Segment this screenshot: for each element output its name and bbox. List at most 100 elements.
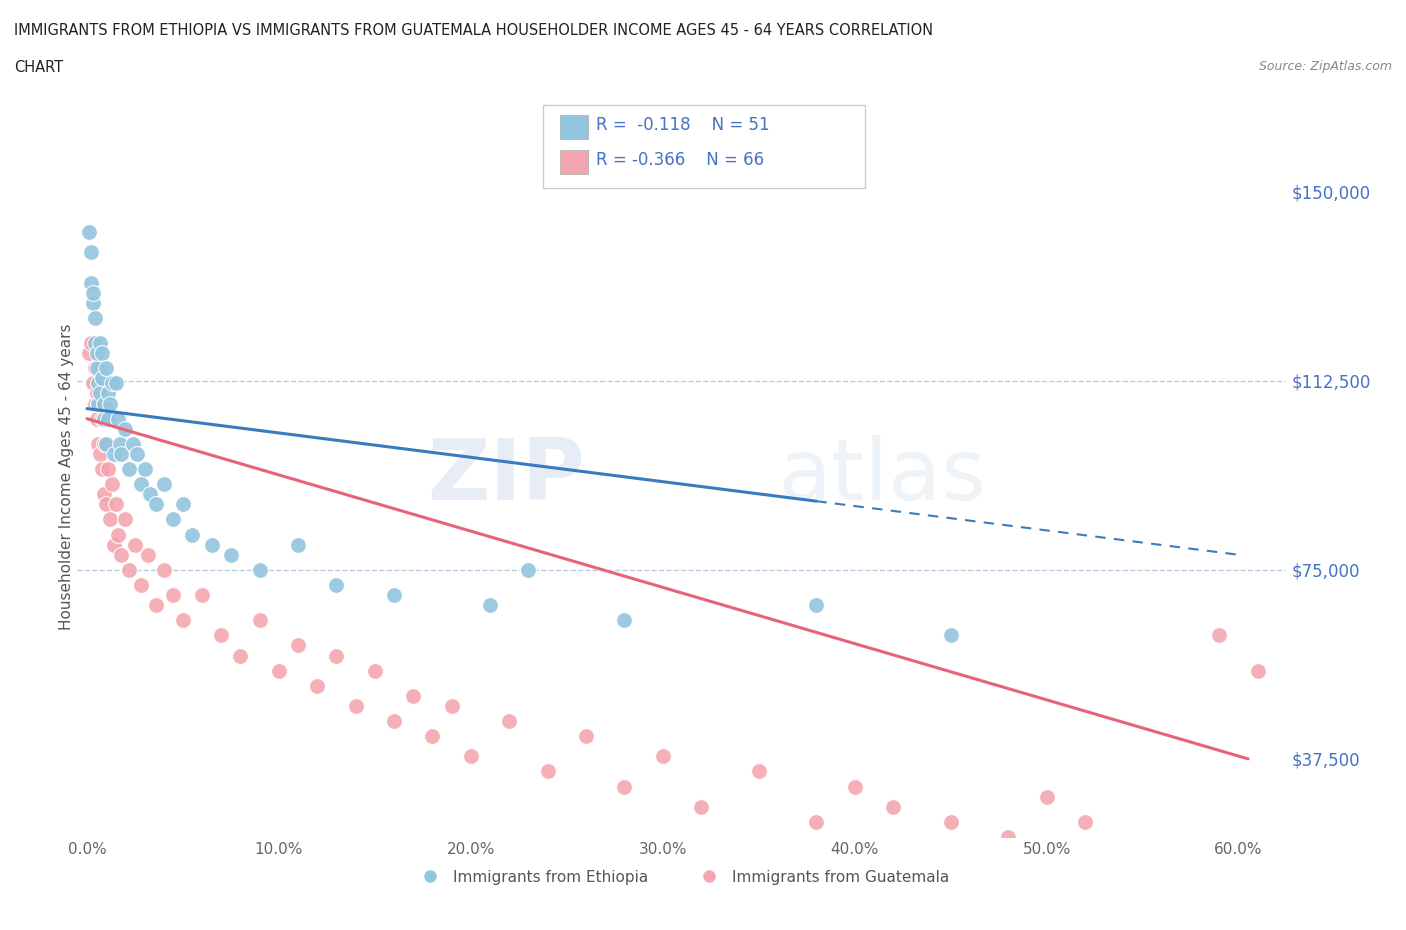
Point <box>325 578 347 592</box>
Point <box>91 461 114 476</box>
Point <box>77 346 100 361</box>
Point <box>94 436 117 451</box>
Point <box>93 396 115 411</box>
Point <box>82 296 104 311</box>
Point <box>89 336 111 351</box>
Point <box>219 548 242 563</box>
Point <box>82 376 104 391</box>
Point <box>191 588 214 603</box>
Point <box>83 396 105 411</box>
Point <box>118 563 141 578</box>
Point <box>364 663 387 678</box>
Point <box>86 411 108 426</box>
Point <box>101 376 124 391</box>
Point <box>129 477 152 492</box>
Point <box>122 436 145 451</box>
Point <box>138 548 160 563</box>
Point <box>249 563 271 578</box>
Point <box>97 386 120 401</box>
Point <box>83 361 105 376</box>
Point <box>748 764 770 779</box>
Point <box>103 538 125 552</box>
Point <box>145 598 167 613</box>
Point <box>86 361 108 376</box>
Point <box>209 628 232 643</box>
Point <box>1208 628 1230 643</box>
Point <box>114 421 136 436</box>
Point <box>307 678 329 693</box>
Point <box>93 486 115 501</box>
Point <box>382 588 405 603</box>
Point <box>108 436 131 451</box>
Point <box>152 477 174 492</box>
Point <box>87 396 110 411</box>
Point <box>651 749 673 764</box>
Point <box>806 598 828 613</box>
Point <box>83 336 105 351</box>
Point <box>89 446 111 461</box>
Point <box>124 538 146 552</box>
Point <box>536 764 558 779</box>
Point <box>267 663 290 678</box>
Point <box>89 386 111 401</box>
Point <box>613 779 636 794</box>
Point <box>1132 840 1154 855</box>
Point <box>91 411 114 426</box>
Point <box>1074 815 1097 830</box>
Point <box>249 613 271 628</box>
Point <box>83 311 105 325</box>
Point <box>422 729 444 744</box>
Point <box>107 411 129 426</box>
Point <box>82 286 104 300</box>
Point <box>93 411 115 426</box>
Point <box>93 436 115 451</box>
Point <box>103 446 125 461</box>
Text: R =  -0.118    N = 51: R = -0.118 N = 51 <box>596 116 769 134</box>
Point <box>87 436 110 451</box>
Point <box>101 477 124 492</box>
Point <box>87 396 110 411</box>
Text: ZIP: ZIP <box>427 435 585 518</box>
Point <box>498 713 520 728</box>
Point <box>98 396 121 411</box>
Point <box>91 346 114 361</box>
Point <box>478 598 501 613</box>
Point <box>172 497 194 512</box>
Point <box>517 563 540 578</box>
Point <box>77 225 100 240</box>
Point <box>806 815 828 830</box>
Point <box>613 613 636 628</box>
Point <box>110 548 132 563</box>
Point <box>114 512 136 527</box>
Point <box>382 713 405 728</box>
Point <box>939 628 962 643</box>
Point <box>844 779 866 794</box>
Text: R = -0.366    N = 66: R = -0.366 N = 66 <box>596 151 765 168</box>
Point <box>80 245 103 259</box>
Point <box>344 698 367 713</box>
Point <box>229 648 252 663</box>
Point <box>181 527 204 542</box>
Point <box>134 461 156 476</box>
Point <box>939 815 962 830</box>
Point <box>86 346 108 361</box>
Point <box>104 376 127 391</box>
Point <box>80 275 103 290</box>
Point <box>1247 663 1270 678</box>
Point <box>80 336 103 351</box>
Point <box>460 749 482 764</box>
Point <box>94 361 117 376</box>
Point <box>440 698 463 713</box>
Point <box>139 486 162 501</box>
Point <box>129 578 152 592</box>
Point <box>94 497 117 512</box>
Point <box>145 497 167 512</box>
Text: atlas: atlas <box>779 435 987 518</box>
Point <box>86 386 108 401</box>
Point <box>1170 850 1192 865</box>
Legend: Immigrants from Ethiopia, Immigrants from Guatemala: Immigrants from Ethiopia, Immigrants fro… <box>408 863 956 891</box>
Point <box>402 688 425 703</box>
Point <box>87 376 110 391</box>
Point <box>172 613 194 628</box>
Point <box>882 799 904 814</box>
